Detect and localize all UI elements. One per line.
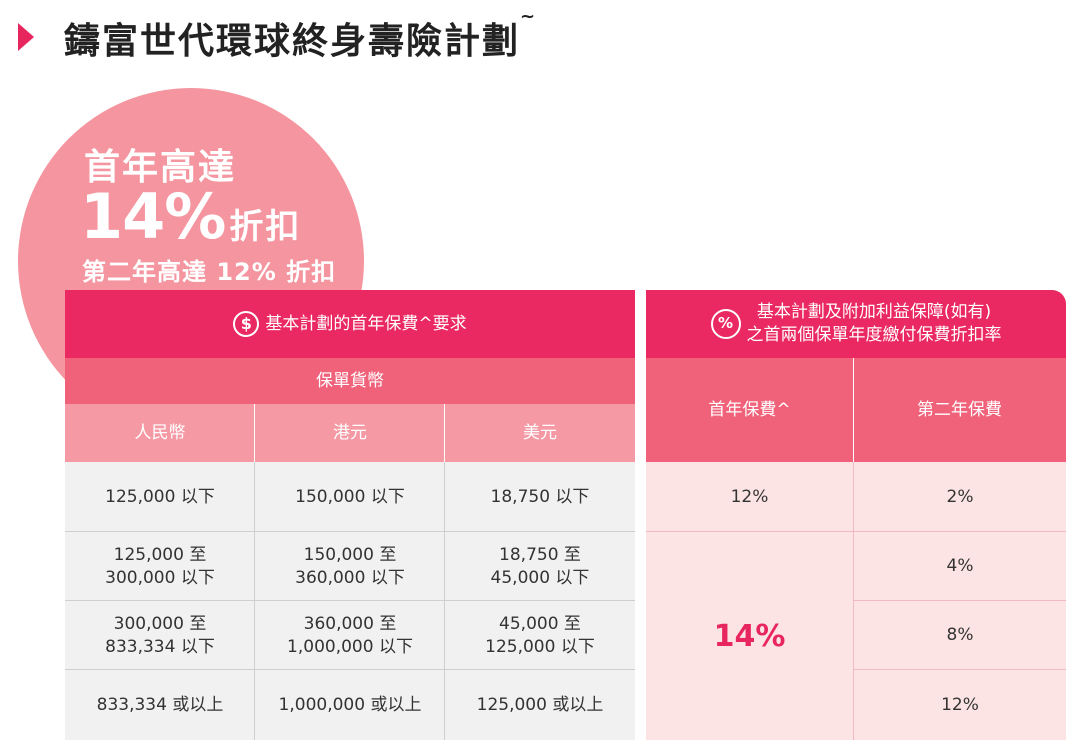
table-cell: 45,000 至 125,000 以下 <box>445 601 635 670</box>
page-title: 鑄富世代環球終身壽險計劃~ <box>64 6 538 62</box>
table-cell: 150,000 至 360,000 以下 <box>255 532 445 601</box>
table-cell: 18,750 至 45,000 以下 <box>445 532 635 601</box>
column-divider <box>254 462 255 740</box>
header-divider <box>444 404 445 462</box>
column-header-second-year: 第二年保費 <box>853 358 1066 462</box>
row-divider <box>65 669 635 670</box>
dollar-icon: $ <box>233 311 260 337</box>
badge-line3: 第二年高達 12% 折扣 <box>82 258 337 286</box>
row-divider <box>854 669 1066 670</box>
table-cell: 1,000,000 或以上 <box>255 670 445 740</box>
table-cell: 360,000 至 1,000,000 以下 <box>255 601 445 670</box>
column-divider <box>853 462 854 740</box>
badge-line1: 首年高達 <box>84 147 237 188</box>
first-year-rate: 12% <box>646 462 853 532</box>
table-cell: 125,000 以下 <box>65 462 255 532</box>
header-divider <box>853 358 854 462</box>
second-year-rate: 2% <box>854 462 1066 532</box>
discount-rate-header: % 基本計劃及附加利益保障(如有) 之首兩個保單年度繳付保費折扣率 <box>646 290 1066 358</box>
column-divider <box>444 462 445 740</box>
second-year-rate: 12% <box>854 670 1066 740</box>
first-year-rate-highlight: 14% <box>646 532 853 740</box>
policy-currency-header: 保單貨幣 <box>65 358 635 404</box>
title-arrow-icon <box>18 23 34 51</box>
second-year-rate: 4% <box>854 532 1066 601</box>
column-header-first-year: 首年保費^ <box>646 358 853 462</box>
header-divider <box>254 404 255 462</box>
row-divider <box>854 600 1066 601</box>
table-cell: 150,000 以下 <box>255 462 445 532</box>
row-divider <box>646 531 1066 532</box>
row-divider <box>65 600 635 601</box>
premium-requirement-header: $ 基本計劃的首年保費^要求 <box>65 290 635 358</box>
table-cell: 300,000 至 833,334 以下 <box>65 601 255 670</box>
table-cell: 125,000 至 300,000 以下 <box>65 532 255 601</box>
column-header-hkd: 港元 <box>255 404 445 462</box>
row-divider <box>65 531 635 532</box>
badge-line2: 14% 折扣 <box>80 180 302 253</box>
column-header-rmb: 人民幣 <box>65 404 255 462</box>
second-year-rate: 8% <box>854 601 1066 670</box>
percent-icon: % <box>710 309 741 339</box>
table-cell: 833,334 或以上 <box>65 670 255 740</box>
column-header-usd: 美元 <box>445 404 635 462</box>
table-cell: 18,750 以下 <box>445 462 635 532</box>
table-cell: 125,000 或以上 <box>445 670 635 740</box>
